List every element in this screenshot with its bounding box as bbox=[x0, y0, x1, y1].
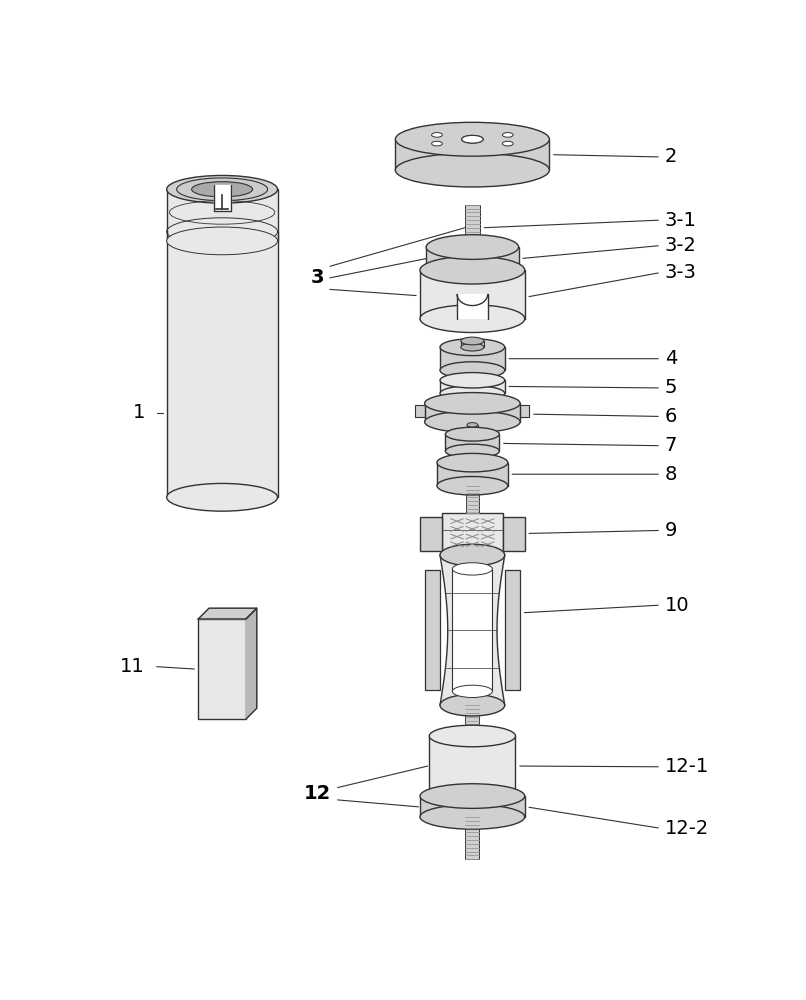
Bar bbox=[198, 619, 246, 719]
Bar bbox=[420, 796, 525, 817]
Bar bbox=[457, 294, 488, 319]
Bar bbox=[446, 434, 499, 451]
Bar bbox=[520, 405, 530, 417]
Ellipse shape bbox=[446, 427, 499, 441]
Ellipse shape bbox=[440, 694, 505, 716]
Bar bbox=[465, 705, 480, 744]
Ellipse shape bbox=[437, 477, 508, 495]
Ellipse shape bbox=[430, 785, 516, 807]
Bar bbox=[440, 347, 505, 370]
Bar bbox=[465, 817, 480, 859]
Ellipse shape bbox=[420, 256, 525, 284]
Ellipse shape bbox=[452, 563, 492, 575]
Bar bbox=[466, 486, 479, 513]
Ellipse shape bbox=[420, 784, 525, 808]
Bar bbox=[442, 513, 503, 555]
Ellipse shape bbox=[425, 411, 520, 433]
Ellipse shape bbox=[452, 685, 492, 698]
Ellipse shape bbox=[167, 227, 277, 255]
Ellipse shape bbox=[461, 343, 484, 351]
Polygon shape bbox=[246, 608, 257, 719]
Ellipse shape bbox=[396, 122, 550, 156]
Text: 7: 7 bbox=[665, 436, 677, 455]
Ellipse shape bbox=[455, 399, 489, 408]
Bar bbox=[465, 205, 480, 247]
Bar bbox=[437, 463, 508, 486]
Text: 11: 11 bbox=[120, 657, 145, 676]
Text: 10: 10 bbox=[665, 596, 689, 615]
Ellipse shape bbox=[431, 141, 442, 146]
Ellipse shape bbox=[167, 175, 277, 203]
Ellipse shape bbox=[462, 135, 483, 143]
Text: 12-1: 12-1 bbox=[665, 757, 709, 776]
Ellipse shape bbox=[431, 133, 442, 137]
Text: 12: 12 bbox=[304, 784, 331, 803]
Bar bbox=[415, 405, 425, 417]
Ellipse shape bbox=[440, 362, 505, 379]
Bar bbox=[440, 380, 505, 393]
Ellipse shape bbox=[461, 343, 484, 351]
Text: 3-2: 3-2 bbox=[665, 236, 696, 255]
Ellipse shape bbox=[437, 453, 508, 472]
Ellipse shape bbox=[177, 178, 268, 201]
Ellipse shape bbox=[462, 377, 483, 383]
Ellipse shape bbox=[440, 544, 505, 566]
Bar bbox=[425, 403, 520, 422]
Ellipse shape bbox=[167, 483, 277, 511]
Text: 1: 1 bbox=[133, 403, 145, 422]
Bar bbox=[420, 270, 525, 319]
Text: 6: 6 bbox=[665, 407, 677, 426]
Bar bbox=[430, 736, 516, 796]
Ellipse shape bbox=[420, 805, 525, 829]
Bar bbox=[461, 341, 484, 347]
Text: 3-1: 3-1 bbox=[665, 211, 696, 230]
Text: 4: 4 bbox=[665, 349, 677, 368]
Ellipse shape bbox=[192, 182, 252, 197]
Polygon shape bbox=[214, 185, 231, 211]
Ellipse shape bbox=[467, 423, 478, 427]
Bar bbox=[167, 189, 277, 497]
Bar bbox=[467, 425, 478, 434]
Text: 9: 9 bbox=[665, 521, 677, 540]
Ellipse shape bbox=[461, 337, 484, 345]
Text: 3-3: 3-3 bbox=[665, 263, 696, 282]
Ellipse shape bbox=[440, 386, 505, 401]
Ellipse shape bbox=[502, 133, 513, 137]
Bar bbox=[503, 517, 525, 551]
Ellipse shape bbox=[396, 153, 550, 187]
Ellipse shape bbox=[426, 258, 518, 282]
Ellipse shape bbox=[442, 728, 504, 744]
Ellipse shape bbox=[440, 339, 505, 356]
Bar bbox=[505, 570, 520, 690]
Ellipse shape bbox=[430, 725, 516, 747]
Ellipse shape bbox=[467, 432, 478, 436]
Bar bbox=[452, 569, 492, 691]
Text: 2: 2 bbox=[665, 147, 677, 166]
Text: 5: 5 bbox=[665, 378, 677, 397]
Ellipse shape bbox=[425, 393, 520, 414]
Bar bbox=[396, 139, 550, 170]
Bar bbox=[420, 517, 442, 551]
Ellipse shape bbox=[440, 373, 505, 388]
Ellipse shape bbox=[420, 305, 525, 333]
Ellipse shape bbox=[426, 235, 518, 259]
Ellipse shape bbox=[449, 730, 496, 742]
Bar bbox=[426, 247, 518, 270]
Ellipse shape bbox=[446, 444, 499, 458]
Ellipse shape bbox=[457, 458, 488, 467]
Ellipse shape bbox=[502, 141, 513, 146]
Bar bbox=[425, 570, 440, 690]
Text: 3: 3 bbox=[310, 268, 324, 287]
Text: 12-2: 12-2 bbox=[665, 819, 709, 838]
Ellipse shape bbox=[455, 242, 489, 252]
Ellipse shape bbox=[462, 135, 483, 143]
Text: 8: 8 bbox=[665, 465, 677, 484]
Polygon shape bbox=[198, 608, 257, 619]
